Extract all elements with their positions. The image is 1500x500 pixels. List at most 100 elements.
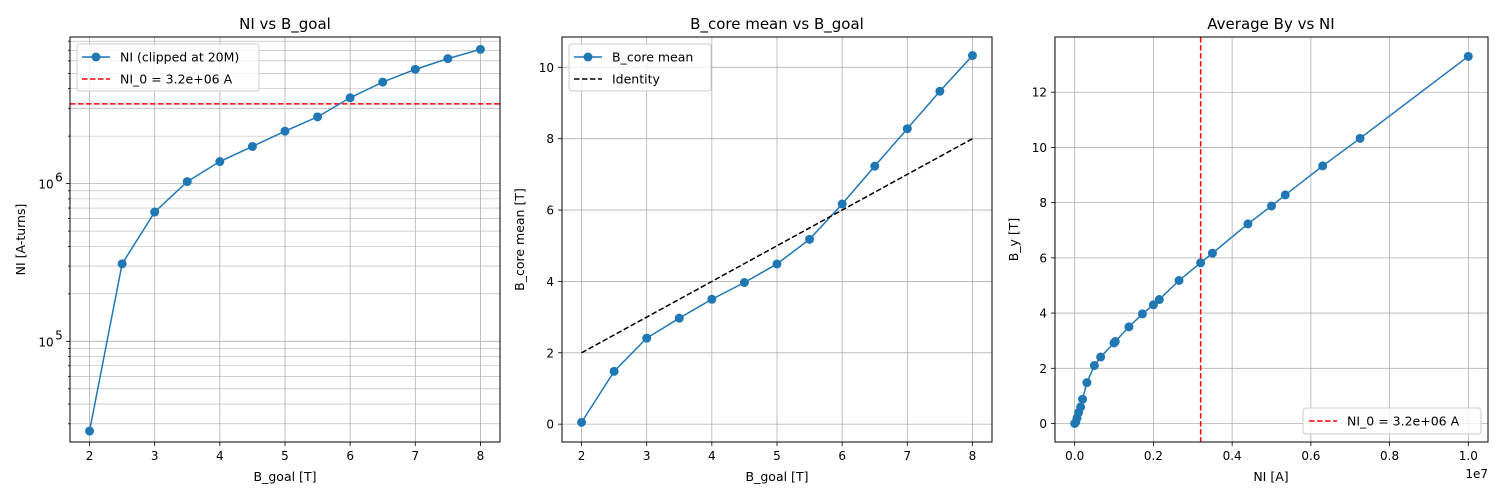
data-point xyxy=(1148,300,1158,310)
x-tick-label: 0.6 xyxy=(1301,449,1320,463)
data-point xyxy=(1174,275,1184,285)
data-point xyxy=(280,126,290,136)
legend-box xyxy=(568,43,712,92)
legend-box xyxy=(1302,407,1482,435)
y-tick-label: 10 xyxy=(38,178,53,192)
plot-layer xyxy=(1070,37,1473,442)
data-point xyxy=(577,417,587,427)
data-point xyxy=(378,77,388,87)
data-point xyxy=(1207,248,1217,258)
panel-bcore-vs-bgoal: 2 3 4 5 6 7 8 0 2 4 6 8 10 B_core mean vs B_goal B_g… xyxy=(512,15,993,484)
y-axis-label: NI [A-turns] xyxy=(13,204,28,276)
x-tick-label: 3 xyxy=(643,449,651,463)
data-point xyxy=(1280,190,1290,200)
data-point xyxy=(1137,309,1147,319)
y-tick-label: 8 xyxy=(546,132,554,146)
data-point xyxy=(1110,337,1120,347)
data-point xyxy=(1076,402,1086,412)
data-point xyxy=(313,112,323,122)
data-point xyxy=(837,199,847,209)
x-tick-label: 4 xyxy=(216,449,224,463)
data-point xyxy=(674,313,684,323)
legend: NI (clipped at 20M) NI_0 = 3.2e+06 A xyxy=(76,43,260,92)
data-point xyxy=(1078,394,1088,404)
x-tick-label: 3 xyxy=(151,449,159,463)
data-point xyxy=(609,366,619,376)
panel-avg-by-vs-ni: 0.0 0.2 0.4 0.6 0.8 1.0 0 2 4 6 8 10 12 Average By v… xyxy=(1006,15,1489,484)
y-tick-label: 4 xyxy=(546,275,554,289)
grid-layer xyxy=(562,37,992,442)
data-point xyxy=(935,86,945,96)
legend-label-bcore: B_core mean xyxy=(612,50,693,65)
data-point xyxy=(1082,378,1092,388)
x-tick-label: 6 xyxy=(346,449,354,463)
y-tick-label: 10 xyxy=(38,335,53,349)
x-tick-label: 7 xyxy=(903,449,911,463)
ticks-layer: 0.0 0.2 0.4 0.6 0.8 1.0 0 2 4 6 8 10 12 xyxy=(1032,86,1478,463)
data-point xyxy=(1124,322,1134,332)
grid-layer xyxy=(70,37,500,442)
legend-box xyxy=(76,43,260,92)
x-axis-label: NI [A] xyxy=(1253,469,1288,484)
plot-layer xyxy=(70,44,500,436)
plot-layer xyxy=(577,51,977,427)
data-point xyxy=(707,294,717,304)
legend-label-ni: NI (clipped at 20M) xyxy=(120,50,239,65)
x-tick-label: 8 xyxy=(969,449,977,463)
x-tick-label: 8 xyxy=(477,449,485,463)
x-tick-label: 2 xyxy=(578,449,586,463)
data-point xyxy=(410,64,420,74)
data-point xyxy=(1089,361,1099,371)
data-point xyxy=(772,259,782,269)
data-point xyxy=(150,207,160,217)
legend-label-identity: Identity xyxy=(612,72,661,87)
chart-title: Average By vs NI xyxy=(1207,15,1334,33)
y-tick-label: 8 xyxy=(1039,196,1047,210)
y-tick-label: 0 xyxy=(546,418,554,432)
data-point xyxy=(182,177,192,187)
data-point xyxy=(805,234,815,244)
data-point xyxy=(1096,352,1106,362)
ticks-layer: 2 3 4 5 6 7 8 0 2 4 6 8 10 xyxy=(539,61,977,463)
data-point xyxy=(902,124,912,134)
legend: NI_0 = 3.2e+06 A xyxy=(1302,407,1482,435)
data-point xyxy=(85,426,95,436)
x-tick-label: 4 xyxy=(708,449,716,463)
data-point xyxy=(117,259,127,269)
x-tick-label: 0.0 xyxy=(1065,449,1084,463)
y-axis-label: B_y [T] xyxy=(1006,218,1021,262)
y-tick-label-exponent: 5 xyxy=(55,328,63,342)
x-offset-text: 1e7 xyxy=(1465,467,1488,481)
legend: B_core mean Identity xyxy=(568,43,712,92)
y-tick-label: 2 xyxy=(1039,362,1047,376)
data-point xyxy=(967,51,977,61)
data-point xyxy=(642,333,652,343)
axes-frame xyxy=(1054,36,1489,443)
x-tick-label: 0.2 xyxy=(1144,449,1163,463)
data-point xyxy=(870,161,880,171)
legend-marker-bcore xyxy=(583,52,593,62)
y-tick-label-exponent: 6 xyxy=(55,171,63,185)
y-tick-label: 0 xyxy=(1039,417,1047,431)
chart-title: B_core mean vs B_goal xyxy=(690,15,864,34)
x-axis-label: B_goal [T] xyxy=(254,469,317,484)
data-point xyxy=(1243,219,1253,229)
legend-marker-ni xyxy=(91,52,101,62)
y-tick-label: 4 xyxy=(1039,307,1047,321)
chart-title: NI vs B_goal xyxy=(239,15,331,34)
x-tick-label: 1.0 xyxy=(1459,449,1478,463)
y-axis-label: B_core mean [T] xyxy=(512,188,527,291)
legend-label-ni0: NI_0 = 3.2e+06 A xyxy=(1347,414,1460,429)
data-point xyxy=(247,141,257,151)
y-tick-label: 6 xyxy=(1039,251,1047,265)
x-tick-label: 5 xyxy=(281,449,289,463)
data-point xyxy=(1196,258,1206,268)
x-tick-label: 7 xyxy=(411,449,419,463)
data-point xyxy=(345,93,355,103)
identity-line xyxy=(581,138,973,354)
data-point xyxy=(215,157,225,167)
data-point xyxy=(1154,295,1164,305)
